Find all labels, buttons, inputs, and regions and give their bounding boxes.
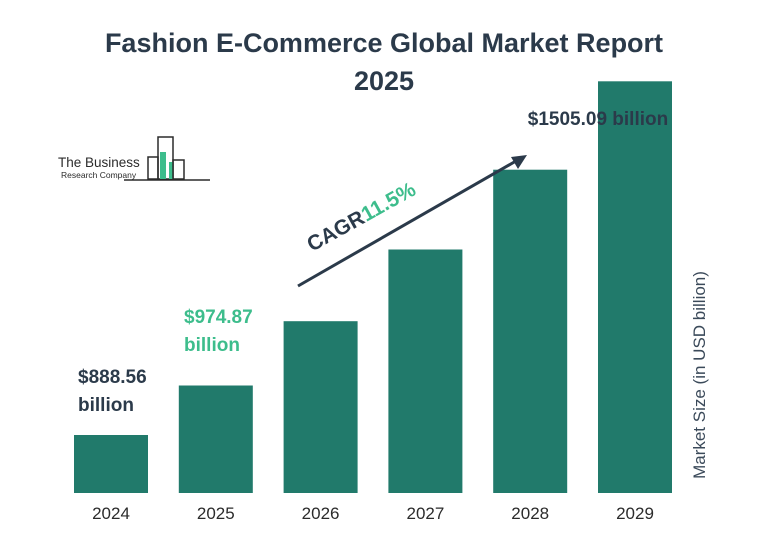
cagr-arrowhead-icon [511, 155, 527, 169]
chart-title-line2: 2025 [354, 66, 414, 96]
chart-title-line1: Fashion E-Commerce Global Market Report [105, 28, 663, 58]
x-tick-2028: 2028 [511, 504, 549, 523]
x-tick-labels: 2024 2025 2026 2027 2028 2029 [92, 504, 654, 523]
data-label-2024-line2: billion [78, 395, 134, 416]
bar-2028 [493, 169, 568, 493]
bar-2024 [74, 435, 148, 493]
cagr-value: 11.5% [357, 178, 420, 227]
bar-2027 [388, 249, 463, 493]
company-logo: The Business Research Company [58, 136, 210, 181]
bar-2025 [178, 385, 253, 493]
x-tick-2029: 2029 [616, 504, 654, 523]
cagr-arrow-line [297, 159, 517, 288]
data-label-2025-line2: billion [184, 335, 240, 356]
data-label-2024-line1: $888.56 [78, 367, 147, 388]
y-axis-label: Market Size (in USD billion) [690, 271, 709, 479]
bar-series [74, 81, 672, 494]
bar-2026 [283, 321, 358, 493]
x-tick-2025: 2025 [197, 504, 235, 523]
logo-buildings-icon [124, 136, 210, 181]
logo-text-line1: The Business [58, 155, 140, 170]
x-tick-2027: 2027 [406, 504, 444, 523]
logo-text-line2: Research Company [61, 170, 137, 180]
cagr-label: CAGR [303, 206, 368, 256]
x-tick-2026: 2026 [302, 504, 340, 523]
x-tick-2024: 2024 [92, 504, 130, 523]
data-label-2029: $1505.09 billion [528, 109, 668, 130]
bar-2029 [598, 81, 672, 494]
data-label-2025-line1: $974.87 [184, 307, 253, 328]
